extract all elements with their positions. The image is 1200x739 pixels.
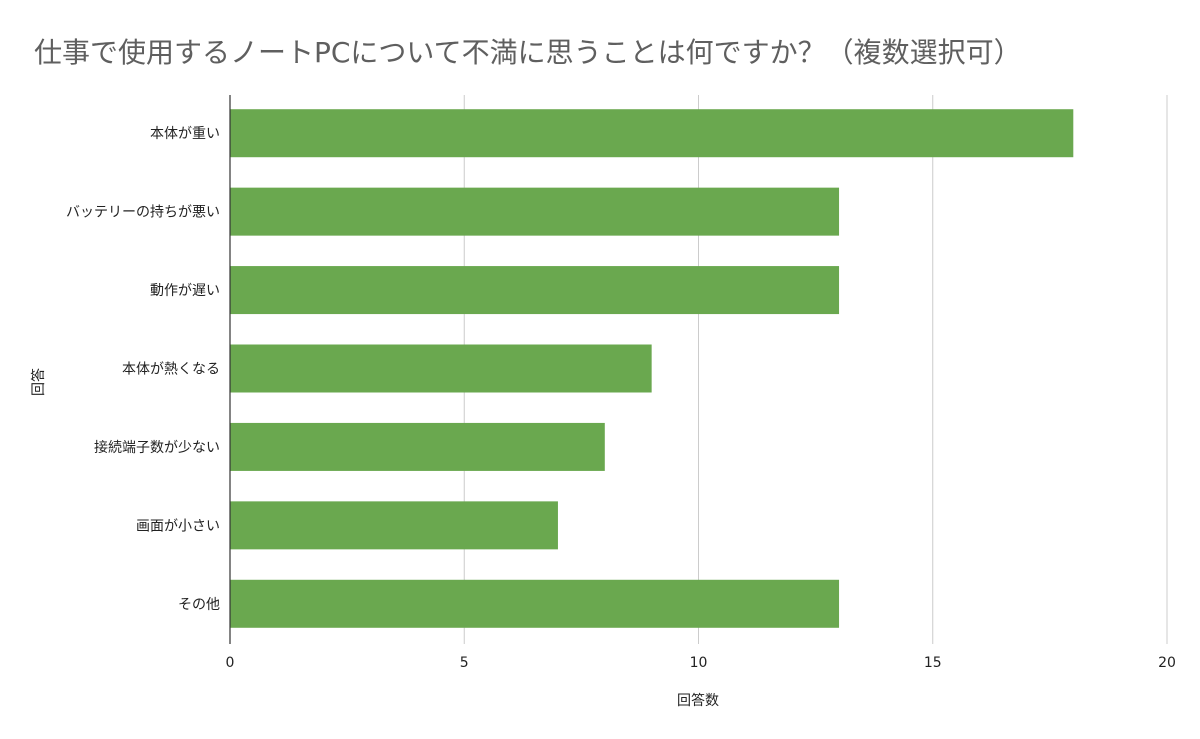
chart-title: 仕事で使用するノートPCについて不満に思うことは何ですか？（複数選択可） (34, 36, 1022, 69)
category-label: 画面が小さい (136, 518, 220, 534)
bar (230, 422, 605, 471)
category-label: 本体が重い (150, 126, 220, 142)
gridlines (463, 95, 1168, 644)
bar (230, 501, 558, 550)
y-axis-title: 回答 (30, 368, 47, 396)
x-tick-labels: 0 5 10 15 20 (226, 655, 1176, 671)
bar (230, 579, 840, 628)
category-label: 接続端子数が少ない (94, 439, 220, 456)
x-tick-label: 0 (226, 655, 235, 671)
category-labels: 本体が重いバッテリーの持ちが悪い動作が遅い本体が熱くなる接続端子数が少ない画面が… (66, 126, 220, 613)
bar (230, 187, 840, 236)
x-tick-label: 15 (924, 655, 942, 671)
bar (230, 344, 652, 393)
x-tick-label: 5 (460, 655, 469, 671)
x-tick-label: 20 (1158, 655, 1176, 671)
category-label: 動作が遅い (150, 283, 220, 299)
x-axis-title: 回答数 (677, 692, 719, 709)
x-tick-label: 10 (690, 655, 708, 671)
bar (230, 266, 840, 315)
bars (230, 109, 1074, 628)
category-label: 本体が熱くなる (122, 362, 220, 378)
category-label: バッテリーの持ちが悪い (66, 205, 220, 221)
bar (230, 109, 1074, 158)
category-label: その他 (178, 597, 220, 613)
